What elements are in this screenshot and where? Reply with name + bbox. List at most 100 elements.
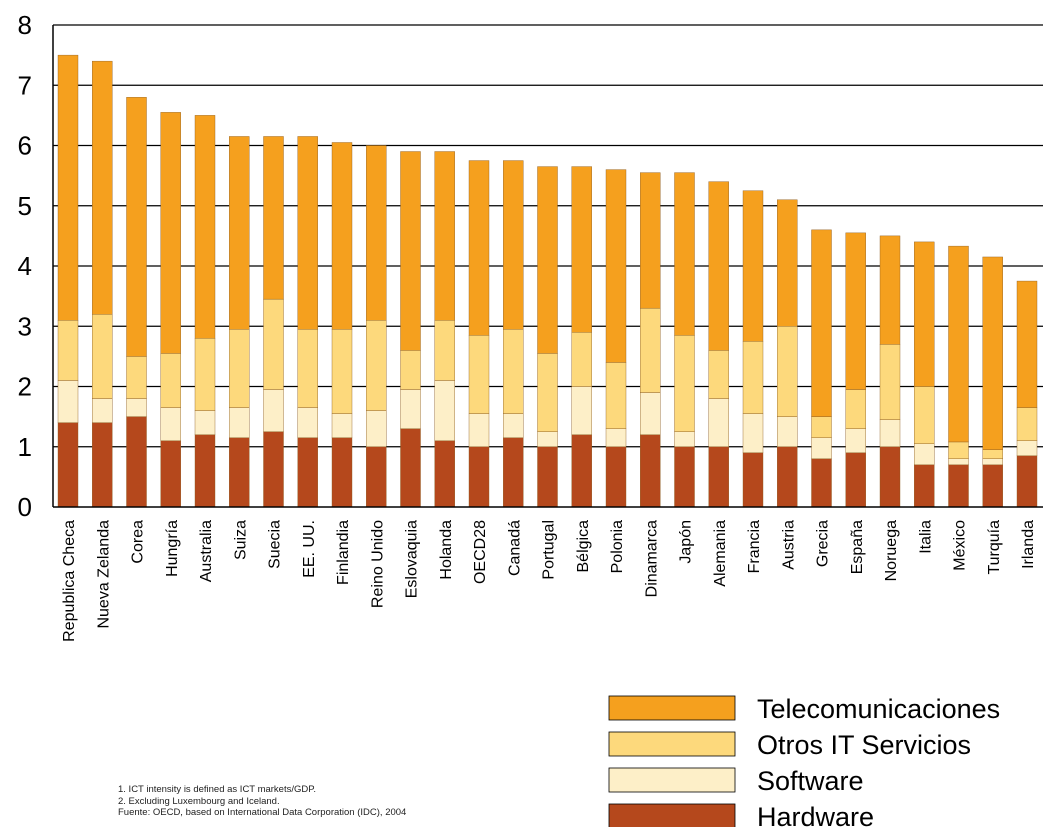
bar-hardware	[777, 446, 798, 508]
footnote-2: 2. Excluding Luxembourg and Iceland.	[118, 795, 280, 807]
bar-otros-it-servicios	[297, 329, 318, 408]
bars	[57, 54, 1038, 508]
bar-hardware	[674, 446, 695, 508]
legend-swatch	[608, 803, 736, 827]
bar-otros-it-servicios	[263, 298, 284, 390]
x-tick-label: Polonia	[609, 520, 626, 573]
bar-telecomunicaciones	[605, 169, 627, 363]
x-tick-label: Irlanda	[1020, 520, 1037, 569]
x-tick-label: Canadá	[506, 520, 523, 576]
legend-label: Otros IT Servicios	[757, 730, 971, 760]
bar-otros-it-servicios	[982, 449, 1003, 460]
bar-hardware	[845, 452, 866, 508]
bar-telecomunicaciones	[674, 172, 695, 336]
bar-software	[229, 407, 250, 438]
bar-telecomunicaciones	[57, 54, 79, 321]
bar-telecomunicaciones	[400, 151, 421, 351]
bar-stack-canada	[503, 160, 524, 508]
bar-hardware	[434, 440, 455, 508]
bar-software	[982, 458, 1003, 466]
legend-swatch	[608, 731, 736, 757]
bar-otros-it-servicios	[948, 441, 969, 459]
x-tick-label: Australia	[198, 520, 215, 582]
bar-hardware	[92, 422, 113, 508]
bar-hardware	[263, 431, 284, 508]
bar-software	[57, 380, 79, 423]
bar-stack-grecia	[811, 229, 832, 508]
x-tick-label: Italia	[917, 520, 934, 554]
bar-hardware	[708, 446, 729, 508]
bar-software	[571, 386, 592, 435]
bar-stack-republica-checa	[57, 54, 79, 508]
bar-stack-nueva-zelanda	[92, 60, 113, 508]
bar-stack-espana	[845, 232, 866, 508]
axes	[52, 25, 1043, 508]
x-tick-label: España	[849, 520, 866, 574]
x-tick-label: Republica Checa	[61, 520, 78, 642]
bar-telecomunicaciones	[194, 115, 216, 339]
legend-label: Software	[757, 766, 864, 796]
y-tick-label: 4	[18, 251, 32, 281]
bar-software	[811, 437, 832, 459]
bar-telecomunicaciones	[811, 229, 832, 417]
bar-hardware	[468, 446, 490, 508]
bar-hardware	[1016, 455, 1038, 508]
x-tick-label: Alemania	[712, 520, 729, 587]
bar-hardware	[640, 434, 661, 508]
y-tick-label: 8	[18, 10, 32, 40]
legend-item-software: Software	[608, 766, 864, 796]
legend-swatch	[608, 767, 736, 793]
bar-telecomunicaciones	[914, 241, 935, 387]
bar-otros-it-servicios	[845, 389, 866, 429]
bar-otros-it-servicios	[811, 416, 832, 438]
legend-label: Hardware	[757, 802, 874, 827]
bar-telecomunicaciones	[982, 256, 1003, 450]
bar-telecomunicaciones	[777, 199, 798, 327]
bar-software	[434, 380, 455, 441]
bar-stack-portugal	[537, 166, 558, 508]
bar-stack-italia	[914, 241, 935, 508]
bar-stack-suecia	[263, 136, 284, 508]
legend-swatch	[608, 695, 736, 721]
bar-software	[400, 389, 421, 429]
bar-stack-suiza	[229, 136, 250, 508]
bar-software	[366, 410, 387, 447]
bar-software	[1016, 440, 1038, 456]
bar-software	[537, 431, 558, 447]
bar-hardware	[503, 437, 524, 508]
bar-telecomunicaciones	[537, 166, 558, 354]
bar-telecomunicaciones	[92, 60, 113, 315]
x-tick-labels: Republica Checa Nueva Zelanda Corea Hungría…	[61, 520, 1037, 642]
x-tick-label: Grecia	[815, 520, 832, 567]
bar-otros-it-servicios	[434, 320, 455, 381]
bar-software	[160, 407, 181, 441]
bar-telecomunicaciones	[126, 97, 147, 357]
bar-telecomunicaciones	[229, 136, 250, 330]
x-tick-label: Eslovaquia	[404, 520, 421, 598]
bar-stack-holanda	[434, 151, 455, 508]
x-tick-label: Turquía	[986, 520, 1003, 575]
bar-otros-it-servicios	[126, 356, 147, 399]
bar-telecomunicaciones	[366, 145, 387, 321]
bar-stack-eslovaquia	[400, 151, 421, 508]
bar-stack-corea	[126, 97, 147, 508]
bar-otros-it-servicios	[777, 326, 798, 417]
bar-otros-it-servicios	[366, 320, 387, 411]
bar-software	[92, 398, 113, 423]
x-tick-label: Suecia	[267, 520, 284, 569]
bar-software	[331, 413, 353, 438]
bar-telecomunicaciones	[331, 142, 353, 330]
bar-stack-noruega	[879, 235, 901, 508]
x-tick-label: Portugal	[541, 520, 558, 580]
bar-telecomunicaciones	[571, 166, 592, 333]
legend-label: Telecomunicaciones	[757, 694, 1000, 724]
bar-hardware	[194, 434, 216, 508]
bar-hardware	[605, 446, 627, 508]
bar-hardware	[331, 437, 353, 508]
bar-telecomunicaciones	[640, 172, 661, 309]
bar-otros-it-servicios	[503, 329, 524, 414]
bar-hardware	[879, 446, 901, 508]
bar-telecomunicaciones	[879, 235, 901, 345]
y-tick-label: 6	[18, 131, 32, 161]
bar-otros-it-servicios	[674, 335, 695, 432]
